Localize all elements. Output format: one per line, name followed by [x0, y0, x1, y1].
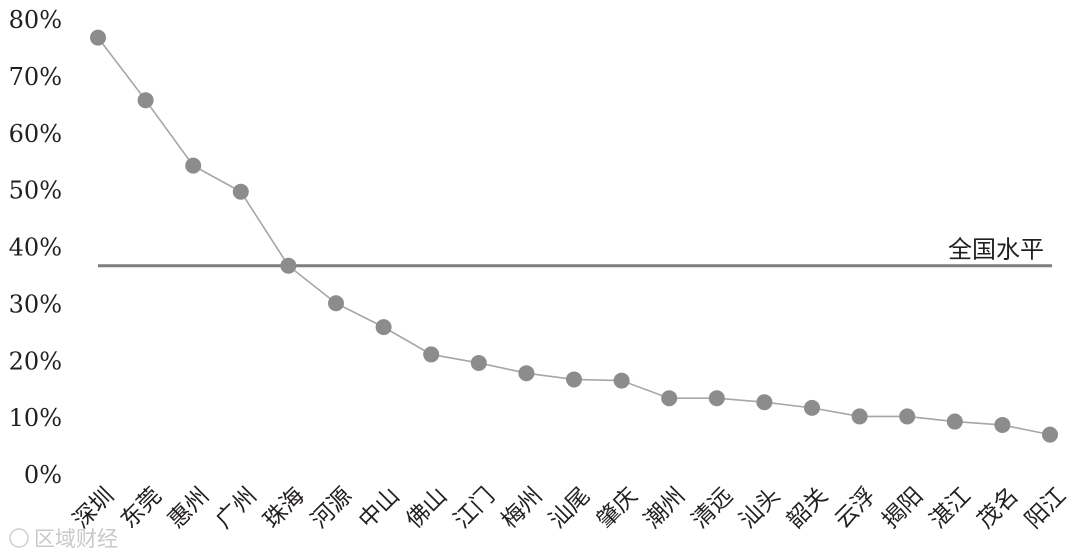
data-point	[423, 346, 440, 363]
data-point	[946, 413, 963, 430]
data-point	[232, 183, 249, 200]
y-tick-label: 20%	[9, 347, 62, 375]
data-point	[90, 29, 106, 46]
y-tick-label: 30%	[9, 290, 62, 318]
x-tick-label: 潮州	[640, 483, 691, 534]
x-tick-label: 茂名	[973, 483, 1024, 534]
y-tick-label: 70%	[9, 63, 62, 91]
y-tick-label: 0%	[24, 461, 62, 489]
y-tick-label: 40%	[9, 234, 62, 262]
x-tick-label: 清远	[687, 483, 738, 534]
x-tick-label: 汕尾	[544, 483, 595, 534]
x-tick-label: 肇庆	[592, 483, 643, 534]
y-tick-label: 80%	[9, 6, 62, 34]
data-point	[613, 372, 630, 389]
x-tick-label: 阳江	[1020, 483, 1071, 534]
y-tick-label: 60%	[9, 120, 62, 148]
x-tick-label: 东莞	[116, 483, 167, 534]
data-point	[1042, 426, 1058, 443]
data-point	[851, 408, 868, 425]
data-point	[708, 390, 725, 407]
data-point	[899, 408, 916, 425]
data-point	[756, 394, 773, 411]
x-tick-label: 汕头	[735, 483, 786, 534]
x-tick-label: 韶关	[782, 483, 833, 534]
data-point	[328, 295, 344, 312]
data-point	[566, 371, 582, 388]
x-tick-label: 河源	[306, 483, 357, 534]
y-tick-label: 10%	[9, 404, 62, 432]
x-axis-ticks: 深圳东莞惠州广州珠海河源中山佛山江门梅州汕尾肇庆潮州清远汕头韶关云浮揭阳湛江茂名…	[68, 483, 1071, 534]
x-tick-label: 梅州	[497, 483, 548, 534]
data-point	[518, 365, 535, 382]
data-point	[470, 354, 487, 371]
y-tick-label: 50%	[9, 177, 62, 205]
x-tick-label: 揭阳	[878, 483, 929, 534]
data-point	[137, 92, 154, 109]
data-point	[804, 399, 820, 416]
data-point	[994, 416, 1011, 433]
x-tick-label: 江门	[449, 483, 500, 534]
watermark-logo-icon	[9, 528, 29, 548]
x-tick-label: 惠州	[164, 483, 215, 534]
x-tick-label: 珠海	[259, 483, 310, 534]
x-tick-label: 中山	[354, 483, 405, 534]
x-tick-label: 广州	[211, 483, 262, 534]
data-point	[375, 319, 392, 336]
x-tick-label: 湛江	[925, 483, 976, 534]
data-point	[661, 390, 678, 407]
data-points	[90, 29, 1058, 443]
data-point	[280, 257, 297, 274]
x-tick-label: 佛山	[402, 483, 453, 534]
x-tick-label: 云浮	[830, 483, 881, 534]
y-axis-ticks: 0% 10% 20% 30% 40% 50% 60% 70% 80%	[9, 6, 62, 489]
watermark-text: 区域财经	[34, 527, 118, 551]
watermark: 区域财经	[9, 527, 118, 551]
reference-line-label: 全国水平	[948, 236, 1044, 264]
data-point	[185, 157, 202, 174]
